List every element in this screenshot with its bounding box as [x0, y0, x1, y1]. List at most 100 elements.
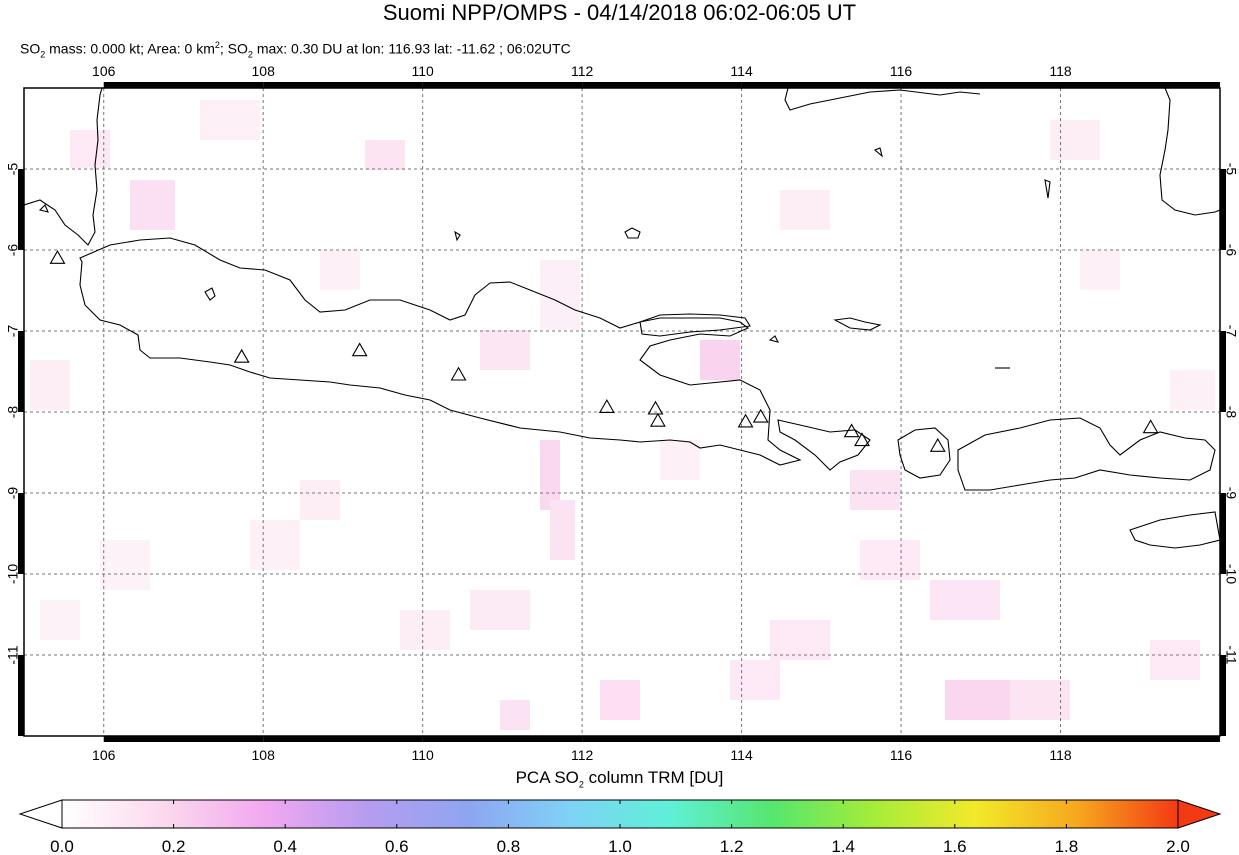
- volcano-triangle-icon-0: [49, 249, 66, 264]
- lon-label-top-5: 116: [890, 63, 913, 79]
- colorbar-label: PCA SO2 column TRM [DU]: [0, 768, 1239, 789]
- lat-label-right-6: -11: [1223, 645, 1239, 664]
- lon-label-bottom-5: 116: [890, 747, 913, 763]
- coastline-islet-e: [454, 230, 461, 242]
- so2-pixel-field: [30, 100, 1215, 730]
- volcano-triangle-icon-11: [929, 437, 946, 452]
- lon-label-bottom-1: 108: [252, 747, 276, 763]
- coastline-islet-a: [873, 147, 883, 158]
- colorbar-tick-label-8: 1.6: [943, 837, 967, 855]
- lat-bar-right--6: [1220, 169, 1226, 250]
- colorbar-tick-label-0: 0.0: [50, 837, 74, 855]
- colorbar-label-subscript: 2: [578, 779, 584, 790]
- coastline-bawean: [624, 227, 641, 239]
- colorbar-gradient: [61, 799, 1179, 829]
- coastline-java: [79, 237, 802, 466]
- volcano-triangle-icon-3: [450, 366, 467, 381]
- volcano-triangle-icon-9: [843, 423, 860, 438]
- volcano-triangle-icon-12: [1142, 419, 1159, 434]
- lon-bar-top-112: [582, 82, 742, 88]
- lon-bar-bottom-112: [582, 736, 742, 742]
- lat-label-left-0: -5: [5, 163, 21, 176]
- colorbar-under-arrow: [18, 799, 63, 829]
- volcano-markers: [49, 249, 1159, 452]
- so2-max-prefix: ; SO: [219, 40, 248, 57]
- colorbar-tick-label-7: 1.4: [831, 837, 855, 855]
- volcano-triangle-icon-4: [598, 399, 615, 413]
- lat-label-right-1: -6: [1223, 244, 1239, 257]
- lat-bar-right--10: [1220, 493, 1226, 574]
- lat-label-left-1: -6: [5, 244, 21, 257]
- lon-label-top-0: 106: [92, 63, 116, 79]
- lat-label-right-2: -7: [1223, 325, 1239, 338]
- coastlines: [24, 88, 1220, 549]
- lon-bar-top-110: [422, 82, 583, 88]
- map-frame: [23, 87, 1221, 737]
- coastline-islet-d: [38, 204, 49, 213]
- volcano-triangle-icon-6: [649, 412, 666, 427]
- colorbar-tick-label-10: 2.0: [1166, 837, 1190, 855]
- colorbar-label-prefix: PCA SO: [515, 768, 579, 787]
- volcano-triangle-icon-5: [647, 400, 664, 415]
- lon-bar-top-108: [263, 82, 423, 88]
- map-axes: 106 106 108 108 110 110 112 112 114 114 116 116 118 1…: [5, 63, 1239, 763]
- so2-mass-prefix: SO: [20, 40, 41, 57]
- area-superscript: 2: [214, 40, 220, 50]
- volcano-triangle-icon-1: [233, 348, 250, 363]
- volcano-triangle-icon-7: [737, 413, 754, 428]
- coastline-karimun: [204, 287, 216, 301]
- lat-label-left-5: -10: [5, 564, 21, 584]
- lat-bar-right--8: [1220, 331, 1226, 412]
- colorbar: 0.0 0.2 0.4 0.6 0.8 1.0 1.2 1.4 1.6 1.8 2.0: [18, 799, 1222, 855]
- colorbar-label-suffix: column TRM [DU]: [583, 768, 724, 787]
- lon-label-top-2: 110: [412, 63, 435, 79]
- lon-bar-top-116: [901, 82, 1061, 88]
- coastline-islet-b: [768, 335, 780, 343]
- lon-bar-bottom-110: [422, 736, 583, 742]
- colorbar-tick-label-5: 1.0: [608, 837, 632, 855]
- map-gridlines: [24, 88, 1220, 736]
- lon-bar-bottom-114: [741, 736, 902, 742]
- so2-mass-subscript: 2: [40, 49, 46, 60]
- lat-bar-right--12: [1220, 655, 1226, 736]
- lon-bar-top-106: [103, 82, 264, 88]
- colorbar-tick-label-4: 0.8: [497, 837, 521, 855]
- lat-label-left-4: -9: [5, 487, 21, 500]
- map-subtitle: SO2 mass: 0.000 kt; Area: 0 km2; SO2 max…: [20, 36, 571, 63]
- lon-bar-bottom-118: [1060, 736, 1220, 742]
- coastline-sumatra: [24, 88, 103, 246]
- lat-label-right-4: -9: [1223, 487, 1239, 500]
- coastline-bali: [777, 419, 871, 471]
- lon-label-bottom-2: 110: [412, 747, 435, 763]
- coastline-kangean: [833, 317, 882, 331]
- lon-label-top-6: 118: [1049, 63, 1072, 79]
- lat-label-right-0: -5: [1223, 163, 1239, 176]
- coastline-sumba: [1129, 511, 1220, 549]
- lon-label-top-3: 112: [571, 63, 594, 79]
- coastline-madura: [639, 313, 751, 337]
- lat-bar-left--8: [18, 331, 24, 412]
- colorbar-tick-label-6: 1.2: [720, 837, 744, 855]
- lat-label-right-3: -8: [1223, 406, 1239, 419]
- coastline-lombok: [897, 427, 951, 479]
- coastline-sulawesi: [1159, 88, 1220, 216]
- lat-bar-left--6: [18, 169, 24, 250]
- lon-bar-bottom-106: [103, 736, 264, 742]
- lat-label-right-5: -10: [1223, 564, 1239, 584]
- colorbar-tick-label-2: 0.4: [273, 837, 297, 855]
- lat-bar-left--10: [18, 493, 24, 574]
- lat-label-left-2: -7: [5, 325, 21, 338]
- lon-bar-top-114: [741, 82, 902, 88]
- volcano-triangle-icon-10: [854, 432, 870, 447]
- colorbar-tick-label-1: 0.2: [162, 837, 186, 855]
- volcano-triangle-icon-2: [351, 342, 368, 357]
- map-title: Suomi NPP/OMPS - 04/14/2018 06:02-06:05 …: [382, 0, 857, 25]
- colorbar-over-arrow: [1177, 799, 1222, 829]
- lon-label-bottom-0: 106: [92, 747, 116, 763]
- so2-mass-text: mass: 0.000 kt; Area: 0 km: [45, 40, 215, 57]
- coastline-islet-f: [1044, 179, 1051, 199]
- lon-bar-bottom-116: [901, 736, 1061, 742]
- lon-bar-top-118: [1060, 82, 1220, 88]
- lon-label-top-4: 114: [730, 63, 753, 79]
